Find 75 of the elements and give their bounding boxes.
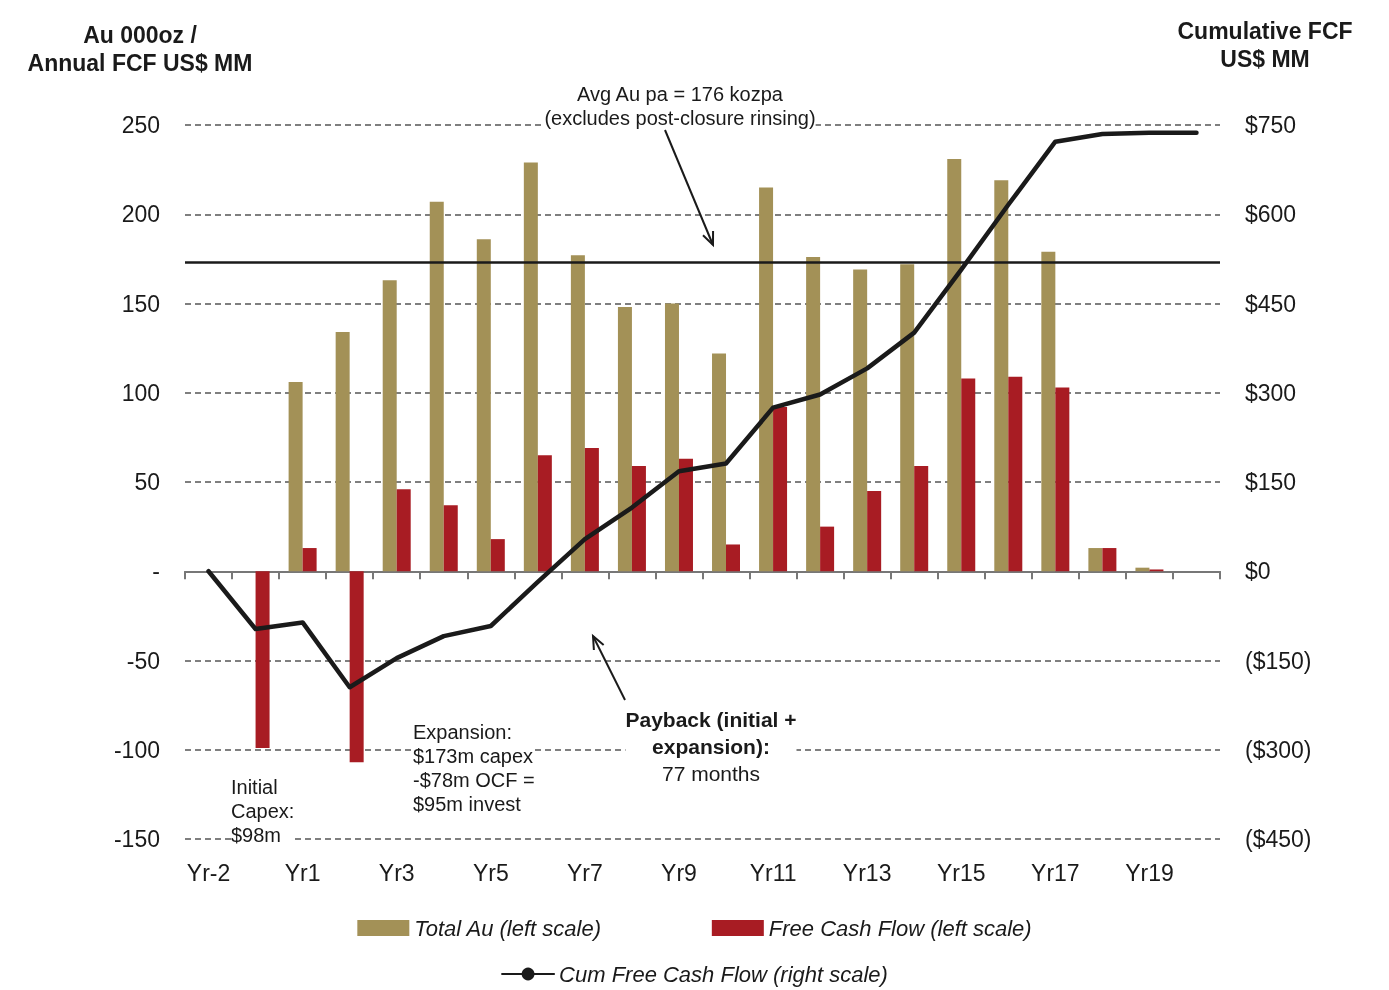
x-tick-label: Yr9 bbox=[661, 859, 697, 886]
bar bbox=[726, 544, 741, 572]
bar bbox=[429, 201, 444, 572]
annotation: Payback (initial + expansion): 77 months bbox=[625, 708, 797, 785]
y-tick-label: -50 bbox=[126, 647, 160, 674]
bar bbox=[443, 505, 458, 572]
annotation: Expansion: $173m capex -$78m OCF = $95m invest bbox=[413, 721, 535, 815]
bar bbox=[1008, 376, 1023, 572]
bar bbox=[961, 378, 976, 572]
bar bbox=[584, 448, 599, 572]
bar bbox=[382, 280, 397, 572]
bar bbox=[773, 407, 788, 572]
bar bbox=[664, 303, 679, 572]
y2-tick-label: ($300) bbox=[1245, 736, 1312, 763]
bar bbox=[994, 180, 1009, 572]
bar bbox=[914, 465, 929, 572]
x-tick-label: Yr11 bbox=[749, 859, 797, 886]
x-tick-label: Yr15 bbox=[936, 859, 986, 886]
bar bbox=[537, 455, 552, 572]
y-axis-title: Au 000oz / Annual FCF US$ MM bbox=[27, 22, 253, 76]
bar bbox=[820, 526, 835, 572]
bar bbox=[349, 571, 364, 763]
bar bbox=[570, 255, 585, 572]
y-tick-label: -100 bbox=[113, 736, 160, 763]
y2-tick-label: $300 bbox=[1245, 379, 1297, 406]
bar bbox=[490, 539, 505, 572]
bar bbox=[947, 158, 962, 572]
x-tick-label: Yr5 bbox=[472, 859, 509, 886]
bar bbox=[631, 465, 646, 572]
y2-axis-title: Cumulative FCF US$ MM bbox=[1177, 18, 1353, 72]
annotation: Initial Capex: $98m bbox=[231, 776, 295, 846]
bar bbox=[867, 490, 882, 572]
y2-tick-label: $450 bbox=[1245, 290, 1297, 317]
y-tick-label: 100 bbox=[121, 379, 160, 406]
y-tick-label: -150 bbox=[113, 826, 160, 852]
bar bbox=[523, 162, 538, 572]
y2-tick-label: $150 bbox=[1245, 469, 1297, 495]
bar bbox=[678, 458, 693, 572]
x-tick-label: Yr17 bbox=[1031, 859, 1080, 886]
legend-label: Free Cash Flow (left scale) bbox=[768, 915, 1032, 941]
x-tick-label: Yr1 bbox=[284, 859, 321, 886]
bar bbox=[1055, 387, 1070, 572]
x-tick-label: Yr-2 bbox=[186, 859, 231, 886]
y2-tick-label: $0 bbox=[1245, 558, 1271, 585]
bar bbox=[617, 307, 632, 572]
bar bbox=[1102, 548, 1117, 572]
y2-tick-label: $750 bbox=[1245, 112, 1297, 138]
y2-tick-label: ($150) bbox=[1245, 647, 1312, 674]
bar bbox=[302, 548, 317, 572]
y2-tick-label: ($450) bbox=[1245, 826, 1312, 852]
legend-label: Cum Free Cash Flow (right scale) bbox=[559, 961, 888, 987]
y-tick-label: 250 bbox=[121, 112, 160, 138]
bar bbox=[853, 269, 868, 572]
annotation: Avg Au pa = 176 kozpa (excludes post-closure rinsing) bbox=[544, 83, 816, 129]
bar bbox=[759, 187, 774, 572]
bar bbox=[1088, 548, 1103, 572]
x-tick-label: Yr13 bbox=[842, 859, 892, 886]
x-tick-label: Yr19 bbox=[1125, 859, 1174, 886]
bar bbox=[712, 353, 727, 572]
x-tick-label: Yr7 bbox=[566, 859, 603, 886]
bar bbox=[806, 257, 821, 572]
bar bbox=[1041, 251, 1056, 572]
legend-label: Total Au (left scale) bbox=[414, 915, 602, 941]
y-tick-label: - bbox=[152, 558, 160, 585]
y2-tick-label: $600 bbox=[1245, 201, 1297, 228]
y-tick-label: 150 bbox=[121, 290, 160, 317]
bar bbox=[396, 489, 411, 572]
bar bbox=[335, 332, 350, 572]
bar bbox=[288, 382, 303, 572]
bar bbox=[255, 571, 270, 748]
bar bbox=[476, 239, 491, 572]
x-tick-label: Yr3 bbox=[378, 859, 415, 886]
y-tick-label: 50 bbox=[134, 469, 160, 495]
y-tick-label: 200 bbox=[121, 201, 160, 228]
bar bbox=[900, 264, 915, 572]
